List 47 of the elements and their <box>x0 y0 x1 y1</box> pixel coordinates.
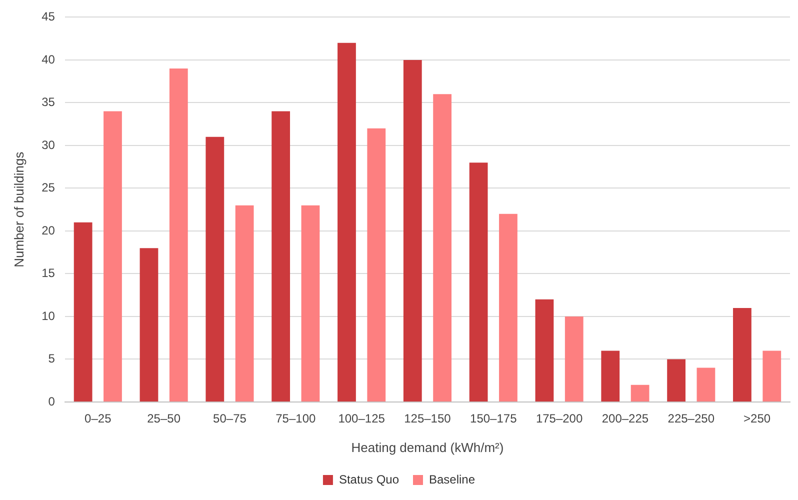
x-tick-label: >250 <box>744 412 771 426</box>
x-tick-label: 50–75 <box>213 412 247 426</box>
bar <box>601 350 620 402</box>
bar <box>272 111 290 402</box>
bar <box>499 214 518 402</box>
y-tick-label: 20 <box>42 223 56 238</box>
bar <box>367 128 386 402</box>
x-tick-label: 125–150 <box>404 412 452 426</box>
bar <box>733 308 752 402</box>
x-tick-label: 225–250 <box>668 412 715 426</box>
y-tick-label: 35 <box>42 95 56 110</box>
bar <box>235 205 254 402</box>
y-tick-label: 25 <box>42 180 56 195</box>
x-tick-label: 175–200 <box>536 412 583 426</box>
bar <box>403 60 422 402</box>
x-axis-title: Heating demand (kWh/m²) <box>351 440 504 455</box>
bar <box>535 299 554 402</box>
bar <box>206 136 224 402</box>
y-tick-label: 30 <box>42 138 56 152</box>
bar <box>301 205 320 402</box>
y-tick-label: 10 <box>42 308 56 323</box>
y-tick-label: 15 <box>42 266 56 280</box>
legend-label: Baseline <box>429 472 476 486</box>
x-tick-label: 200–225 <box>602 412 649 426</box>
bar <box>696 368 716 402</box>
bar <box>667 359 686 402</box>
bar <box>169 68 188 402</box>
bar <box>104 111 122 402</box>
bar <box>564 316 584 402</box>
x-tick-label: 0–25 <box>84 412 112 426</box>
y-tick-label: 0 <box>48 394 56 408</box>
legend-label: Status Quo <box>338 472 400 486</box>
y-tick-label: 45 <box>42 10 56 24</box>
y-axis-title: Number of buildings <box>11 151 26 268</box>
x-tick-label: 75–100 <box>276 412 316 426</box>
bar <box>630 384 650 402</box>
bar <box>433 94 452 402</box>
x-tick-label: 150–175 <box>470 412 518 426</box>
y-tick-label: 5 <box>48 352 56 366</box>
x-tick-label: 100–125 <box>338 412 386 426</box>
bar <box>469 162 488 402</box>
x-tick-label: 25–50 <box>147 412 181 426</box>
bar <box>140 248 158 402</box>
bar <box>74 222 92 402</box>
y-tick-label: 40 <box>42 52 56 66</box>
bar <box>762 350 782 402</box>
bar <box>338 42 356 402</box>
